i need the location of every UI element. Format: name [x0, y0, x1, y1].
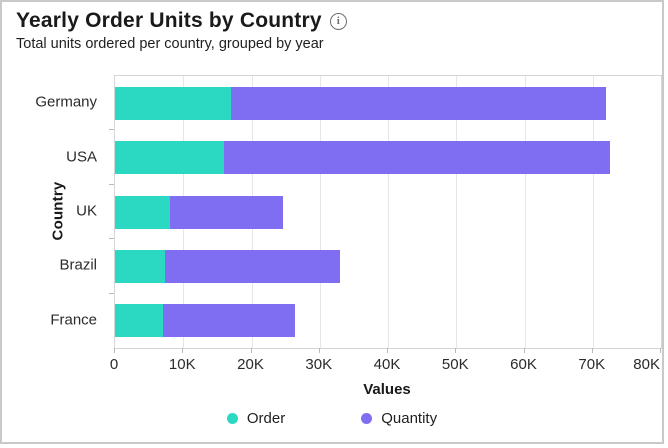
legend-label: Order	[246, 410, 286, 427]
bar-segment-quantity-brazil[interactable]	[164, 249, 341, 283]
x-tick-label: 80K	[633, 356, 660, 373]
bar-row-brazil	[115, 249, 661, 283]
x-axis-tick	[591, 348, 593, 353]
x-tick-label: 70K	[578, 356, 606, 373]
bar-segment-order-usa[interactable]	[115, 141, 225, 175]
bar-segment-quantity-usa[interactable]	[224, 141, 610, 175]
x-axis-tick	[114, 348, 115, 353]
bar-segment-quantity-germany[interactable]	[231, 86, 607, 120]
x-tick-label: 40K	[373, 356, 401, 373]
x-axis-tick	[318, 348, 320, 353]
chart-subtitle: Total units ordered per country, grouped…	[16, 36, 324, 52]
x-axis-tick	[523, 348, 525, 353]
x-axis-tick	[660, 348, 661, 353]
y-axis-tick	[109, 238, 114, 240]
x-axis-title: Values	[363, 381, 411, 398]
x-tick-label: 30K	[305, 356, 333, 373]
y-axis-tick	[109, 129, 114, 131]
gridline	[456, 76, 458, 348]
y-category-label: France	[50, 311, 97, 329]
legend-item-quantity[interactable]: Quantity	[361, 410, 437, 427]
x-axis-tick	[387, 348, 388, 353]
bar-segment-order-germany[interactable]	[115, 86, 232, 120]
y-axis-tick	[109, 292, 114, 294]
bar-row-france	[115, 304, 661, 338]
legend-dot-icon	[226, 413, 238, 424]
bar-segment-order-uk[interactable]	[115, 195, 170, 229]
y-category-label: USA	[66, 148, 97, 166]
x-tick-label: 50K	[441, 356, 469, 373]
chart-header: Yearly Order Units by Country i	[16, 9, 347, 33]
x-axis-tick	[182, 348, 184, 353]
x-tick-label: 10K	[168, 356, 196, 373]
x-tick-label: 60K	[510, 356, 537, 373]
x-axis-tick	[455, 348, 457, 353]
gridline	[524, 76, 526, 348]
y-category-label: Germany	[35, 93, 97, 111]
x-tick-label: 20K	[237, 356, 264, 373]
bar-segment-order-brazil[interactable]	[115, 249, 165, 283]
bar-segment-quantity-france[interactable]	[162, 304, 296, 338]
y-category-label: UK	[76, 202, 97, 220]
x-tick-label: 0	[109, 356, 119, 373]
y-axis-tick	[109, 183, 114, 185]
legend: Order Quantity	[2, 410, 662, 427]
bar-row-uk	[115, 195, 661, 229]
gridline	[592, 76, 594, 348]
gridline	[319, 76, 321, 348]
y-axis-labels: Germany USA UK Brazil France	[2, 75, 105, 347]
legend-dot-icon	[361, 413, 373, 424]
info-icon[interactable]: i	[329, 12, 347, 30]
plot-area	[114, 75, 662, 349]
gridline	[388, 76, 389, 348]
bar-segment-quantity-uk[interactable]	[169, 195, 283, 229]
chart-title: Yearly Order Units by Country	[16, 9, 322, 32]
bar-row-usa	[115, 141, 661, 175]
bar-row-germany	[115, 86, 661, 120]
legend-label: Quantity	[381, 410, 438, 427]
bar-segment-order-france[interactable]	[115, 304, 163, 338]
legend-item-order[interactable]: Order	[226, 410, 286, 427]
x-axis-tick	[250, 348, 252, 353]
y-category-label: Brazil	[59, 256, 97, 274]
